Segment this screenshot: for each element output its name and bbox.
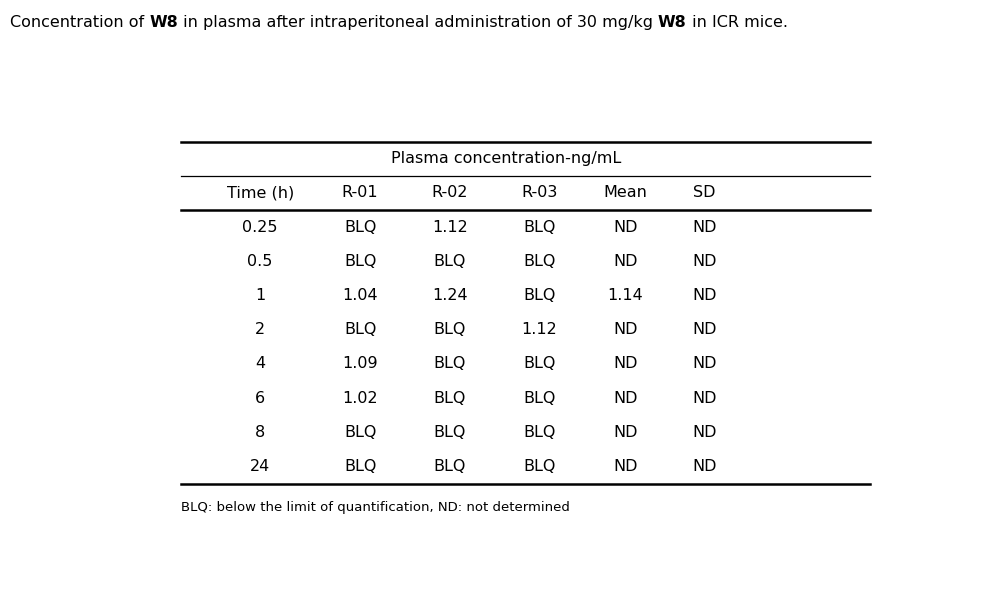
Text: 1.09: 1.09 [342,356,378,371]
Text: in ICR mice.: in ICR mice. [687,15,787,30]
Text: BLQ: BLQ [344,254,376,269]
Text: in plasma after intraperitoneal administration of 30 mg/kg: in plasma after intraperitoneal administ… [178,15,658,30]
Text: R-03: R-03 [521,185,557,201]
Text: W8: W8 [658,15,687,30]
Text: ND: ND [693,288,717,303]
Text: BLQ: BLQ [434,459,466,474]
Text: Concentration of: Concentration of [10,15,149,30]
Text: BLQ: BLQ [523,220,555,234]
Text: BLQ: BLQ [344,322,376,337]
Text: ND: ND [614,459,637,474]
Text: ND: ND [614,391,637,406]
Text: ND: ND [693,356,717,371]
Text: 1.12: 1.12 [432,220,467,234]
Text: Time (h): Time (h) [226,185,293,201]
Text: ND: ND [693,220,717,234]
Text: 1.04: 1.04 [342,288,378,303]
Text: ND: ND [614,254,637,269]
Text: Mean: Mean [604,185,647,201]
Text: BLQ: BLQ [344,459,376,474]
Text: ND: ND [693,322,717,337]
Text: BLQ: BLQ [434,356,466,371]
Text: BLQ: BLQ [523,254,555,269]
Text: 1.14: 1.14 [608,288,643,303]
Text: ND: ND [693,254,717,269]
Text: BLQ: BLQ [523,425,555,440]
Text: BLQ: BLQ [523,391,555,406]
Text: 6: 6 [255,391,265,406]
Text: BLQ: BLQ [523,356,555,371]
Text: ND: ND [693,391,717,406]
Text: 0.5: 0.5 [247,254,273,269]
Text: R-02: R-02 [432,185,468,201]
Text: 1.12: 1.12 [522,322,557,337]
Text: ND: ND [693,459,717,474]
Text: BLQ: below the limit of quantification, ND: not determined: BLQ: below the limit of quantification, … [181,501,570,514]
Text: 8: 8 [255,425,266,440]
Text: BLQ: BLQ [523,288,555,303]
Text: SD: SD [694,185,716,201]
Text: BLQ: BLQ [434,391,466,406]
Text: 24: 24 [250,459,271,474]
Text: 0.25: 0.25 [242,220,278,234]
Text: 1.24: 1.24 [432,288,467,303]
Text: ND: ND [693,425,717,440]
Text: 2: 2 [255,322,265,337]
Text: 4: 4 [255,356,265,371]
Text: BLQ: BLQ [344,425,376,440]
Text: ND: ND [614,356,637,371]
Text: ND: ND [614,220,637,234]
Text: R-01: R-01 [342,185,378,201]
Text: BLQ: BLQ [434,254,466,269]
Text: BLQ: BLQ [434,425,466,440]
Text: 1: 1 [255,288,266,303]
Text: BLQ: BLQ [434,322,466,337]
Text: 1.02: 1.02 [342,391,378,406]
Text: Plasma concentration-ng/mL: Plasma concentration-ng/mL [391,152,621,166]
Text: W8: W8 [149,15,178,30]
Text: BLQ: BLQ [523,459,555,474]
Text: ND: ND [614,322,637,337]
Text: ND: ND [614,425,637,440]
Text: BLQ: BLQ [344,220,376,234]
